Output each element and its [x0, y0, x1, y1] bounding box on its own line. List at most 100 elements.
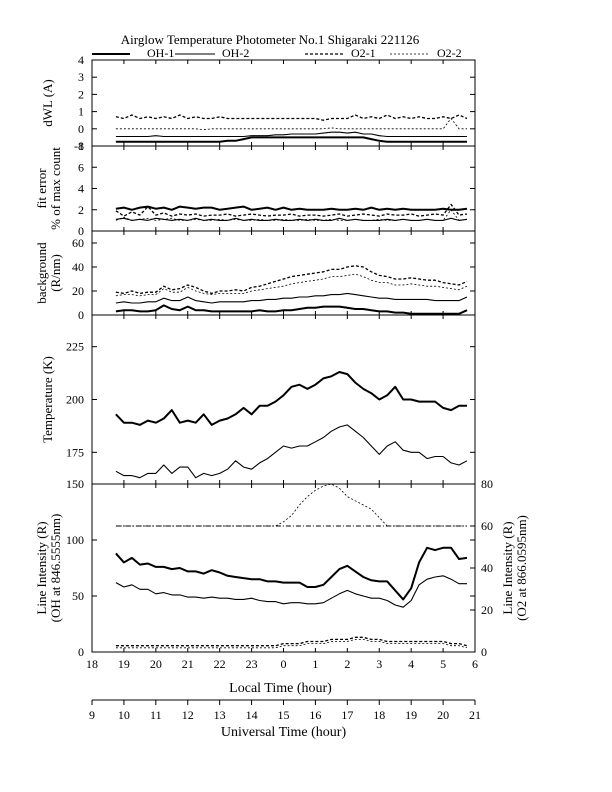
y-tick-label: 4	[78, 53, 84, 67]
y-tick-label: 1	[78, 105, 84, 119]
series-line-oh-2	[115, 131, 467, 138]
series-line-oh-2	[115, 292, 468, 304]
ut-tick-label: 16	[309, 708, 321, 722]
legend-label-oh-2: OH-2	[222, 46, 249, 60]
series-line-o2-1	[115, 636, 468, 647]
y-tick-label: 2	[78, 87, 84, 101]
ut-tick-label: 9	[89, 708, 95, 722]
y-tick-label: 3	[78, 70, 84, 84]
lt-tick-label: 6	[472, 657, 478, 671]
ut-tick-label: 10	[118, 708, 130, 722]
y-tick-right-label: 0	[481, 645, 487, 659]
lt-tick-label: 5	[440, 657, 446, 671]
ut-tick-label: 21	[469, 708, 481, 722]
y-tick-label: 175	[66, 445, 84, 459]
lt-tick-label: 18	[86, 657, 98, 671]
y-axis-label: (R/nm)	[48, 254, 63, 292]
panel-dwl: -1 0 1 2 3 4 dWL (A)	[40, 53, 476, 153]
y-tick-label: 20	[72, 284, 84, 298]
y-tick-label: 40	[72, 260, 84, 274]
y-tick-label: 0	[78, 224, 84, 238]
series-line-o2-1	[115, 265, 468, 295]
series-line-oh-1	[115, 371, 467, 426]
legend-label-oh-1: OH-1	[147, 46, 174, 60]
y-axis-label: % of max count	[48, 147, 63, 230]
panels: -1 0 1 2 3 4 dWL (A) 0 2 4 6 8 fit error% of max cou…	[34, 53, 529, 659]
y-tick-label: 0	[78, 122, 84, 136]
series-line-o2-2	[115, 118, 467, 131]
y-tick-label: 0	[78, 308, 84, 322]
lt-tick-label: 3	[376, 657, 382, 671]
series-line-o2-1	[115, 203, 468, 217]
lt-tick-label: 22	[214, 657, 226, 671]
series-line-oh-1	[115, 304, 468, 315]
lt-axis-label: Local Time (hour)	[229, 681, 332, 696]
ut-tick-label: 14	[246, 708, 258, 722]
y-tick-label: 150	[66, 477, 84, 491]
panel-frame	[91, 230, 476, 316]
lt-tick-label: 23	[246, 657, 258, 671]
series-line-oh-1	[115, 136, 467, 143]
y-axis-label: dWL (A)	[40, 79, 55, 127]
series-line-oh-2	[115, 424, 468, 479]
y-tick-label: 60	[72, 236, 84, 250]
y-tick-label: 4	[78, 182, 84, 196]
legend-label-o2-2: O2-2	[437, 46, 462, 60]
y-tick-label: 0	[78, 645, 84, 659]
ut-tick-label: 11	[150, 708, 162, 722]
lt-tick-label: 2	[344, 657, 350, 671]
panel-frame	[91, 314, 476, 485]
series-line-oh-2	[115, 575, 467, 608]
panel-bg: 0 20 40 60 background (R/nm)	[34, 230, 476, 322]
chart-title: Airglow Temperature Photometer No.1 Shig…	[121, 32, 420, 47]
y-tick-right-label: 80	[481, 477, 493, 491]
panel-fit: 0 2 4 6 8 fit error% of max count	[34, 139, 476, 238]
series-line-oh-1	[115, 546, 468, 601]
ut-tick-label: 17	[341, 708, 353, 722]
y-axis-right-label: (O2 at 866.0595nm)	[514, 515, 529, 621]
lt-tick-label: 0	[281, 657, 287, 671]
y-tick-label: 2	[78, 203, 84, 217]
ut-tick-label: 13	[214, 708, 226, 722]
y-tick-label: 6	[78, 160, 84, 174]
panel-frame	[91, 145, 476, 232]
ut-tick-label: 20	[437, 708, 449, 722]
ut-tick-label: 18	[373, 708, 385, 722]
y-tick-right-label: 40	[481, 561, 493, 575]
series-line-oh-1	[115, 205, 468, 211]
series-line-o2-2	[115, 209, 468, 221]
series-line-o2-1	[115, 114, 468, 121]
y-axis-label: Line Intensity (R)	[34, 521, 49, 614]
y-tick-label: -1	[74, 139, 84, 153]
y-axis-label: fit error	[34, 168, 49, 209]
lt-tick-label: 19	[118, 657, 130, 671]
panel-frame	[91, 59, 476, 147]
series-line-o2-2	[115, 273, 468, 297]
ut-tick-label: 19	[405, 708, 417, 722]
y-tick-label: 8	[78, 139, 84, 153]
y-tick-right-label: 60	[481, 519, 493, 533]
lt-tick-label: 21	[182, 657, 194, 671]
series-line-o2-2-spiky-	[115, 483, 467, 527]
lt-tick-label: 1	[312, 657, 318, 671]
y-axis-label: (OH at 846.5555nm)	[48, 514, 63, 623]
y-axis-right-label: Line Intensity (R)	[500, 521, 515, 614]
lt-tick-label: 4	[408, 657, 414, 671]
lt-tick-label: 20	[150, 657, 162, 671]
y-tick-right-label: 20	[481, 603, 493, 617]
panel-temp: 175 200 225 Temperature (K)	[40, 314, 476, 485]
y-tick-label: 225	[66, 340, 84, 354]
y-tick-label: 200	[66, 393, 84, 407]
y-tick-label: 50	[72, 589, 84, 603]
ut-tick-label: 12	[182, 708, 194, 722]
ut-axis-label: Universal Time (hour)	[221, 725, 347, 740]
y-axis-label: Temperature (K)	[40, 356, 55, 443]
y-axis-label: background	[34, 242, 49, 304]
legend: OH-1 OH-2 O2-1 O2-2	[92, 46, 462, 60]
ut-tick-label: 15	[278, 708, 290, 722]
legend-label-o2-1: O2-1	[351, 46, 376, 60]
y-tick-label: 100	[66, 533, 84, 547]
